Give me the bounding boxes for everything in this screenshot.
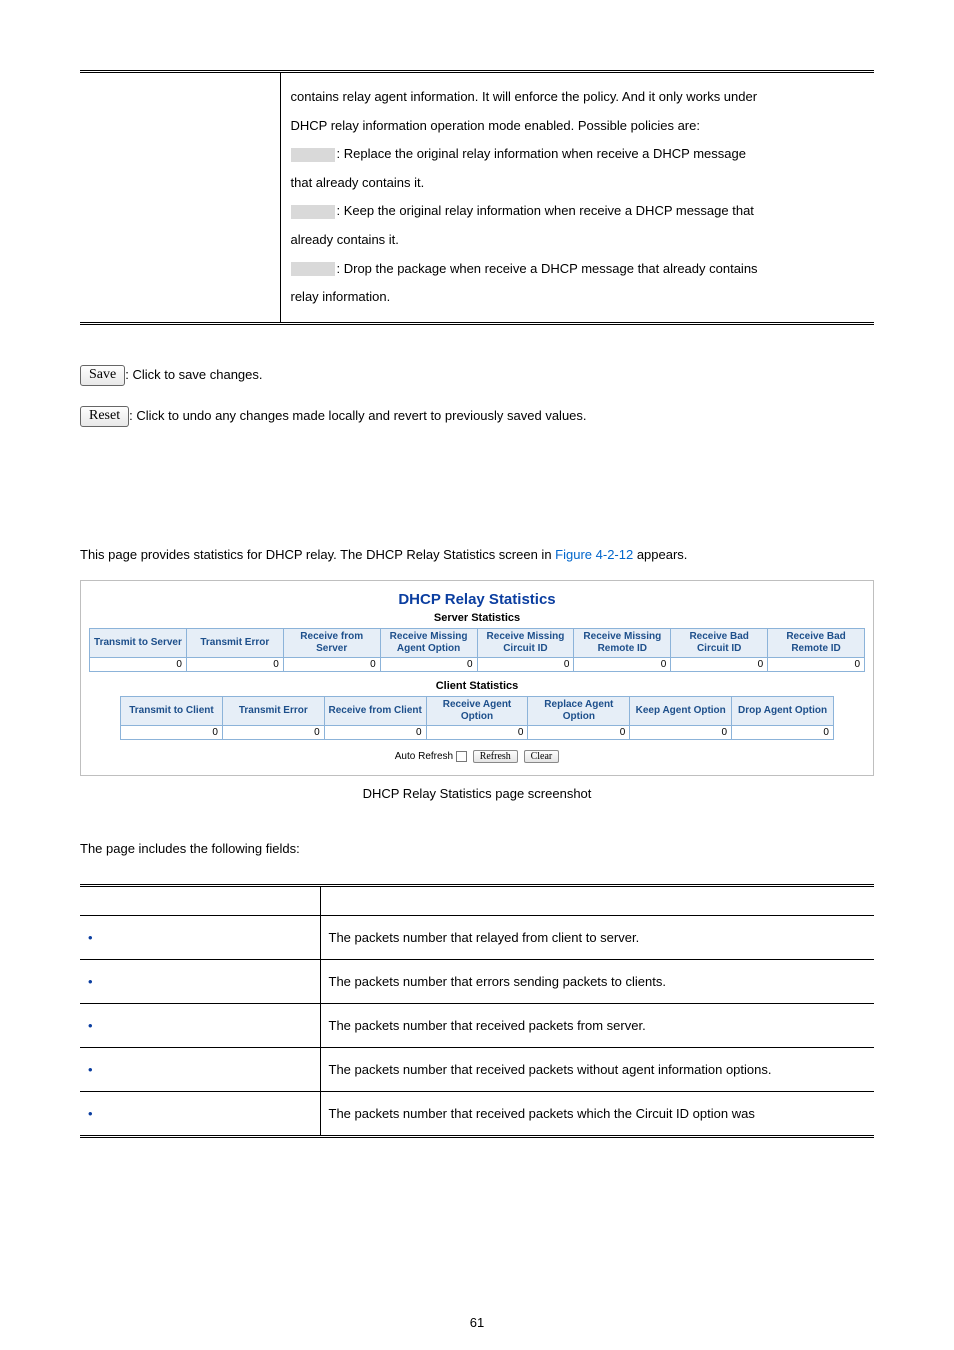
cli-h-5: Keep Agent Option [630, 696, 732, 725]
drop-chip [291, 262, 335, 276]
replace-chip [291, 148, 335, 162]
field-row-2: • The packets number that received packe… [80, 1003, 874, 1047]
cli-d-1: 0 [222, 725, 324, 739]
srv-h-0: Transmit to Server [90, 628, 187, 657]
screenshot-caption: DHCP Relay Statistics page screenshot [80, 786, 874, 801]
stats-title: DHCP Relay Statistics [89, 591, 865, 608]
stats-intro: This page provides statistics for DHCP r… [80, 547, 874, 562]
intro-a: This page provides statistics for DHCP r… [80, 547, 555, 562]
policy-line1: contains relay agent information. It wil… [291, 89, 758, 104]
field-bullet-0: • [80, 915, 320, 959]
policy-desc-cell: contains relay agent information. It wil… [280, 72, 874, 324]
save-line: Save: Click to save changes. [80, 365, 874, 386]
figure-link[interactable]: Figure 4-2-12 [555, 547, 633, 562]
save-button[interactable]: Save [80, 365, 125, 386]
cli-h-3: Receive Agent Option [426, 696, 528, 725]
srv-h-2: Receive from Server [283, 628, 380, 657]
field-row-1: • The packets number that errors sending… [80, 959, 874, 1003]
cli-d-4: 0 [528, 725, 630, 739]
intro-b: appears. [633, 547, 687, 562]
client-data-row: 0 0 0 0 0 0 0 [121, 725, 834, 739]
server-data-row: 0 0 0 0 0 0 0 0 [90, 657, 865, 671]
field-row-4: • The packets number that received packe… [80, 1091, 874, 1136]
cli-d-6: 0 [732, 725, 834, 739]
reset-text: : Click to undo any changes made locally… [129, 408, 586, 423]
keep-chip [291, 205, 335, 219]
srv-d-7: 0 [768, 657, 865, 671]
field-desc-4: The packets number that received packets… [320, 1091, 874, 1136]
auto-refresh-label: Auto Refresh [395, 751, 453, 762]
client-header-row: Transmit to Client Transmit Error Receiv… [121, 696, 834, 725]
server-stats-table: Transmit to Server Transmit Error Receiv… [89, 628, 865, 672]
srv-d-6: 0 [671, 657, 768, 671]
policy-replace: : Replace the original relay information… [337, 146, 746, 161]
srv-h-4: Receive Missing Circuit ID [477, 628, 574, 657]
field-row-0: • The packets number that relayed from c… [80, 915, 874, 959]
srv-d-5: 0 [574, 657, 671, 671]
client-statistics-heading: Client Statistics [89, 680, 865, 692]
field-desc-3: The packets number that received packets… [320, 1047, 874, 1091]
stats-controls: Auto Refresh Refresh Clear [89, 750, 865, 763]
field-desc-1: The packets number that errors sending p… [320, 959, 874, 1003]
policy-object-cell [80, 72, 280, 324]
dhcp-relay-stats-screenshot: DHCP Relay Statistics Server Statistics … [80, 580, 874, 776]
policy-replace2: that already contains it. [291, 175, 425, 190]
srv-h-3: Receive Missing Agent Option [380, 628, 477, 657]
field-bullet-1: • [80, 959, 320, 1003]
refresh-button[interactable]: Refresh [473, 750, 518, 763]
server-statistics-heading: Server Statistics [89, 612, 865, 624]
cli-h-2: Receive from Client [324, 696, 426, 725]
srv-d-4: 0 [477, 657, 574, 671]
field-bullet-4: • [80, 1091, 320, 1136]
fields-table: • The packets number that relayed from c… [80, 884, 874, 1138]
cli-d-5: 0 [630, 725, 732, 739]
field-desc-0: The packets number that relayed from cli… [320, 915, 874, 959]
field-bullet-3: • [80, 1047, 320, 1091]
policy-drop: : Drop the package when receive a DHCP m… [337, 261, 758, 276]
page-number: 61 [0, 1315, 954, 1330]
srv-d-3: 0 [380, 657, 477, 671]
reset-line: Reset: Click to undo any changes made lo… [80, 406, 874, 427]
fields-intro: The page includes the following fields: [80, 841, 874, 856]
client-stats-table: Transmit to Client Transmit Error Receiv… [120, 696, 834, 740]
cli-h-0: Transmit to Client [121, 696, 223, 725]
field-row-3: • The packets number that received packe… [80, 1047, 874, 1091]
policy-line2: DHCP relay information operation mode en… [291, 118, 700, 133]
policy-keep2: already contains it. [291, 232, 399, 247]
policy-keep: : Keep the original relay information wh… [337, 203, 754, 218]
field-desc-2: The packets number that received packets… [320, 1003, 874, 1047]
cli-d-3: 0 [426, 725, 528, 739]
fields-header-desc [320, 885, 874, 915]
field-bullet-2: • [80, 1003, 320, 1047]
reset-button[interactable]: Reset [80, 406, 129, 427]
fields-header-row [80, 885, 874, 915]
fields-header-object [80, 885, 320, 915]
srv-d-2: 0 [283, 657, 380, 671]
server-header-row: Transmit to Server Transmit Error Receiv… [90, 628, 865, 657]
cli-d-0: 0 [121, 725, 223, 739]
srv-h-7: Receive Bad Remote ID [768, 628, 865, 657]
srv-h-5: Receive Missing Remote ID [574, 628, 671, 657]
srv-d-1: 0 [186, 657, 283, 671]
clear-button[interactable]: Clear [524, 750, 560, 763]
auto-refresh-checkbox[interactable] [456, 751, 467, 762]
relay-info-policy-table: contains relay agent information. It wil… [80, 70, 874, 325]
srv-h-1: Transmit Error [186, 628, 283, 657]
cli-h-1: Transmit Error [222, 696, 324, 725]
cli-h-4: Replace Agent Option [528, 696, 630, 725]
cli-d-2: 0 [324, 725, 426, 739]
cli-h-6: Drop Agent Option [732, 696, 834, 725]
srv-d-0: 0 [90, 657, 187, 671]
save-text: : Click to save changes. [125, 367, 262, 382]
policy-drop2: relay information. [291, 289, 391, 304]
srv-h-6: Receive Bad Circuit ID [671, 628, 768, 657]
